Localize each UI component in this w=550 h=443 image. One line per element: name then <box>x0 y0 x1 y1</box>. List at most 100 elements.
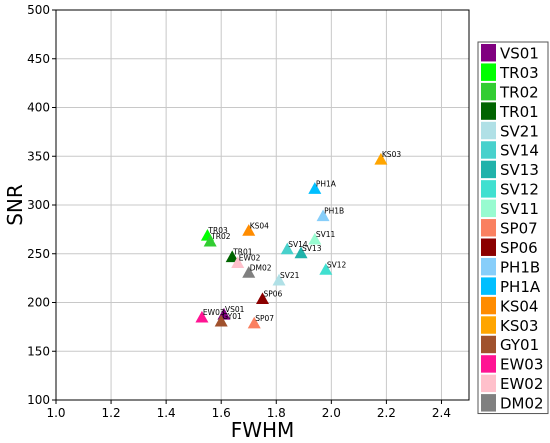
point-gy01 <box>214 314 228 327</box>
y-tick-label: 200 <box>27 296 50 310</box>
x-tick-label: 2.2 <box>377 406 396 420</box>
x-tick-label: 1.2 <box>102 406 121 420</box>
point-label-ew02: EW02 <box>239 254 261 263</box>
legend-swatch <box>481 277 496 295</box>
legend-item-sv13: SV13 <box>481 160 539 179</box>
legend-swatch <box>481 374 496 393</box>
legend-label: SV21 <box>500 122 539 140</box>
y-tick-label: 100 <box>27 393 50 407</box>
legend-item-dm02: DM02 <box>481 394 544 413</box>
legend-label: PH1A <box>500 278 541 296</box>
legend-item-tr03: TR03 <box>481 63 539 82</box>
point-ks03 <box>374 152 388 165</box>
legend-item-sp07: SP07 <box>481 219 538 238</box>
x-tick-label: 1.4 <box>157 406 176 420</box>
legend-swatch <box>481 82 496 101</box>
point-label-ew03: EW03 <box>203 308 225 317</box>
legend-item-ks04: KS04 <box>481 296 538 315</box>
legend-label: GY01 <box>500 336 539 354</box>
legend-label: SP06 <box>500 239 538 257</box>
point-ph1a <box>308 182 322 194</box>
legend-label: SV13 <box>500 161 539 179</box>
legend-swatch <box>481 180 496 198</box>
y-tick-label: 450 <box>27 52 50 66</box>
legend-swatch <box>481 121 496 140</box>
legend-swatch <box>481 219 496 237</box>
x-tick-label: 1.6 <box>212 406 231 420</box>
legend-swatch <box>481 316 496 334</box>
x-tick-label: 1.8 <box>267 406 286 420</box>
point-label-sv12: SV12 <box>327 260 347 269</box>
point-ew03 <box>195 310 209 323</box>
point-dm02 <box>242 265 256 278</box>
point-sv13 <box>294 246 308 259</box>
point-sv12 <box>319 263 333 275</box>
legend-swatch <box>481 44 496 62</box>
y-tick-label: 400 <box>27 101 50 115</box>
y-axis-label: SNR <box>3 184 27 226</box>
legend-label: SV11 <box>500 200 539 218</box>
x-tick-label: 2.0 <box>322 406 341 420</box>
point-label-sv13: SV13 <box>302 244 322 253</box>
point-sp06 <box>256 292 269 305</box>
point-label-tr03: TR03 <box>207 226 228 235</box>
legend-label: EW02 <box>500 375 543 393</box>
point-label-dm02: DM02 <box>250 263 272 272</box>
legend-swatch <box>481 355 496 373</box>
legend-item-tr01: TR01 <box>481 102 539 121</box>
point-sv11 <box>308 232 322 245</box>
x-tick-label: 2.4 <box>432 406 451 420</box>
legend-label: TR01 <box>499 103 539 121</box>
legend-item-sv21: SV21 <box>481 121 539 140</box>
point-tr01 <box>225 250 239 263</box>
legend-swatch <box>481 102 496 120</box>
legend-swatch <box>481 63 496 81</box>
legend-label: VS01 <box>500 44 539 62</box>
point-label-ks04: KS04 <box>250 221 269 230</box>
legend-label: TR03 <box>499 64 539 82</box>
point-sv14 <box>280 242 294 255</box>
legend-label: PH1B <box>500 258 540 276</box>
legend-item-sv12: SV12 <box>481 180 539 199</box>
point-label-ks03: KS03 <box>382 150 401 159</box>
legend-swatch <box>481 257 496 276</box>
point-label-sv11: SV11 <box>316 230 336 239</box>
legend-item-ph1a: PH1A <box>481 277 541 296</box>
y-tick-label: 150 <box>27 344 50 358</box>
legend-label: TR02 <box>499 83 539 101</box>
legend-label: SP07 <box>500 220 538 238</box>
point-label-ph1a: PH1A <box>316 179 337 188</box>
legend-swatch <box>481 238 496 256</box>
legend-swatch <box>481 160 496 179</box>
point-label-ph1b: PH1B <box>324 207 344 216</box>
legend-item-ks03: KS03 <box>481 316 538 335</box>
point-label-sv14: SV14 <box>288 240 308 249</box>
y-tick-label: 350 <box>27 149 50 163</box>
point-ph1b <box>316 209 330 222</box>
legend-item-ew03: EW03 <box>481 355 543 374</box>
legend-label: SV12 <box>500 181 539 199</box>
point-label-sv21: SV21 <box>280 271 300 280</box>
point-label-gy01: GY01 <box>222 312 242 321</box>
grid <box>55 9 469 401</box>
legend-swatch <box>481 199 496 218</box>
legend-item-vs01: VS01 <box>481 44 539 62</box>
legend-item-ph1b: PH1B <box>481 257 540 276</box>
legend-item-gy01: GY01 <box>481 335 539 354</box>
point-label-tr01: TR01 <box>232 248 253 257</box>
legend-swatch <box>481 394 496 412</box>
point-sv21 <box>272 273 286 286</box>
point-tr02 <box>203 234 217 247</box>
legend-label: SV14 <box>500 142 539 160</box>
legend-swatch <box>481 296 496 315</box>
legend-swatch <box>481 141 496 159</box>
point-label-sp07: SP07 <box>255 314 274 323</box>
point-sp07 <box>247 316 261 329</box>
x-tick-label: 1.0 <box>46 406 65 420</box>
point-ks04 <box>242 224 256 236</box>
legend-label: DM02 <box>500 395 544 413</box>
legend-item-tr02: TR02 <box>481 82 539 101</box>
